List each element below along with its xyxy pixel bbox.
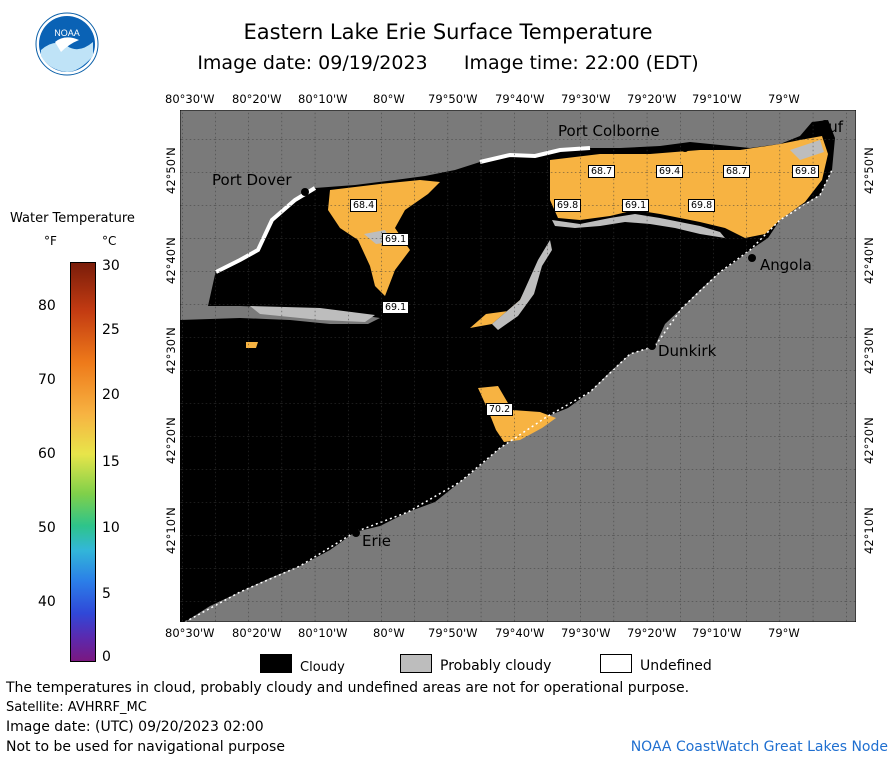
f-tick: 40 [38, 594, 56, 610]
f-tick: 80 [38, 298, 56, 314]
noaa-logo-icon: NOAA [35, 12, 99, 76]
lon-label: 80°30'W [165, 92, 215, 106]
lon-label: 79°20'W [627, 626, 677, 640]
lon-labels-bottom: 80°30'W 80°20'W 80°10'W 80°W 79°50'W 79°… [0, 626, 896, 642]
temp-label: 68.7 [723, 165, 751, 178]
lat-label: 42°30'N [164, 327, 178, 374]
undefined-swatch [600, 654, 632, 673]
temp-label: 69.1 [622, 199, 650, 212]
probably-cloudy-swatch [400, 654, 432, 673]
map-panel: Port Colborne Port Dover Buf Angola Dunk… [179, 109, 857, 623]
place-label: Buf [818, 118, 844, 136]
temp-label: 70.2 [486, 403, 514, 416]
credit: NOAA CoastWatch Great Lakes Node [630, 739, 888, 755]
satellite: Satellite: AVHRRF_MC [6, 700, 147, 715]
lon-label: 79°W [768, 92, 800, 106]
graticule [180, 110, 856, 622]
f-tick: 70 [38, 372, 56, 388]
c-tick: 30 [102, 258, 120, 274]
lon-label: 80°W [373, 626, 405, 640]
place-label: Port Colborne [558, 122, 660, 140]
lon-labels-top: 80°30'W 80°20'W 80°10'W 80°W 79°50'W 79°… [0, 92, 896, 108]
lon-label: 80°30'W [165, 626, 215, 640]
temp-label: 69.8 [792, 165, 820, 178]
page-title: Eastern Lake Erie Surface Temperature [243, 20, 653, 44]
temp-label: 69.8 [688, 199, 716, 212]
temp-label: 69.8 [554, 199, 582, 212]
disclaimer: The temperatures in cloud, probably clou… [6, 680, 690, 696]
map-key: Cloudy Probably cloudy Undefined [258, 652, 758, 676]
place-label: Port Dover [212, 171, 292, 189]
nav-warning: Not to be used for navigational purpose [6, 739, 285, 755]
color-bar-ticks: 80 70 60 50 40 30 25 20 15 10 5 0 [0, 0, 140, 763]
lon-label: 80°10'W [298, 92, 348, 106]
lon-label: 79°50'W [428, 92, 478, 106]
lat-label: 42°10'N [862, 507, 876, 554]
temp-label: 69.1 [382, 301, 410, 314]
unit-fahrenheit: °F [44, 234, 57, 248]
place-label: Dunkirk [658, 342, 717, 360]
c-tick: 25 [102, 322, 120, 338]
lon-label: 79°30'W [561, 626, 611, 640]
color-bar [70, 262, 96, 662]
lat-label: 42°20'N [862, 417, 876, 464]
lon-label: 79°10'W [692, 92, 742, 106]
noaa-logo: NOAA [35, 12, 99, 76]
lat-label: 42°40'N [164, 237, 178, 284]
cloudy-label: Cloudy [300, 660, 345, 675]
c-tick: 0 [102, 649, 111, 665]
c-tick: 15 [102, 454, 120, 470]
lon-label: 80°20'W [232, 92, 282, 106]
lon-label: 79°40'W [495, 92, 545, 106]
c-tick: 5 [102, 586, 111, 602]
lat-labels-right: 42°50'N 42°40'N 42°30'N 42°20'N 42°10'N [862, 110, 876, 622]
cloudy-swatch [260, 654, 292, 673]
lon-label: 79°30'W [561, 92, 611, 106]
lon-label: 79°10'W [692, 626, 742, 640]
temp-label: 68.4 [350, 199, 378, 212]
lon-label: 80°10'W [298, 626, 348, 640]
c-tick: 20 [102, 387, 120, 403]
city-markers [301, 120, 829, 537]
temp-label: 69.4 [656, 165, 684, 178]
probably-cloudy-label: Probably cloudy [440, 658, 552, 674]
lon-label: 80°W [373, 92, 405, 106]
lon-label: 80°20'W [232, 626, 282, 640]
noaa-logo-text: NOAA [54, 28, 80, 38]
image-datetime: Image date: 09/19/2023 Image time: 22:00… [0, 52, 896, 74]
lake-erie-map [179, 109, 857, 623]
lat-label: 42°50'N [164, 147, 178, 194]
lon-label: 79°20'W [627, 92, 677, 106]
lat-label: 42°30'N [862, 327, 876, 374]
place-label: Angola [760, 256, 812, 274]
unit-celsius: °C [102, 234, 117, 248]
lon-label: 79°40'W [495, 626, 545, 640]
lat-labels-left: 42°50'N 42°40'N 42°30'N 42°20'N 42°10'N [164, 110, 178, 622]
image-time: Image time: 22:00 (EDT) [463, 52, 699, 74]
image-date: Image date: 09/19/2023 [197, 52, 428, 74]
temp-label: 68.7 [588, 165, 616, 178]
lat-label: 42°10'N [164, 507, 178, 554]
c-tick: 10 [102, 520, 120, 536]
lat-label: 42°50'N [862, 147, 876, 194]
f-tick: 60 [38, 446, 56, 462]
utc-date: Image date: (UTC) 09/20/2023 02:00 [6, 719, 264, 735]
lat-label: 42°20'N [164, 417, 178, 464]
legend-title: Water Temperature [10, 211, 135, 226]
undefined-label: Undefined [640, 658, 712, 674]
f-tick: 50 [38, 520, 56, 536]
lon-label: 79°50'W [428, 626, 478, 640]
temp-label: 69.1 [382, 233, 410, 246]
lon-label: 79°W [768, 626, 800, 640]
place-label: Erie [362, 532, 392, 550]
lat-label: 42°40'N [862, 237, 876, 284]
